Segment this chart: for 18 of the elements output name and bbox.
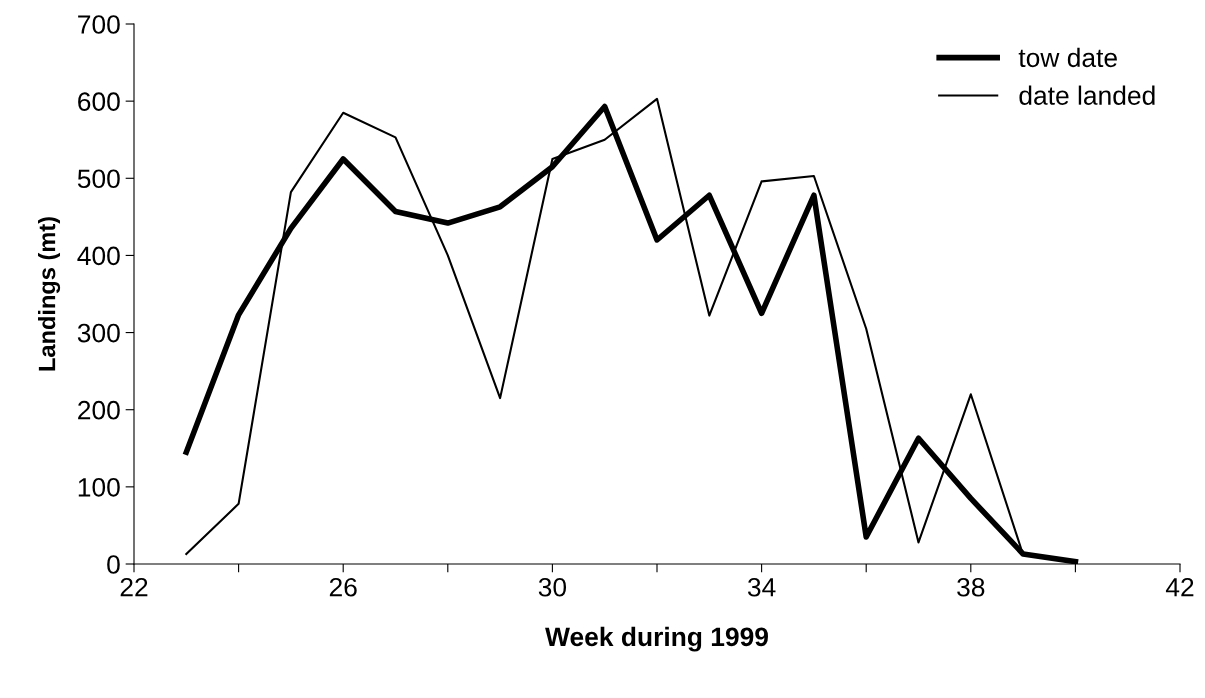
y-tick-label: 500: [77, 169, 120, 189]
x-tick-label: 38: [957, 577, 985, 597]
y-axis-title: Landings (mt): [38, 217, 61, 371]
x-tick-label: 42: [1165, 577, 1194, 597]
x-tick-label: 30: [538, 577, 567, 597]
legend-label: tow date: [1018, 47, 1117, 68]
x-axis-title: Week during 1999: [545, 626, 768, 652]
y-tick-label: 400: [77, 246, 120, 266]
x-tick-label: 26: [329, 577, 357, 597]
y-tick-label: 200: [78, 400, 120, 420]
y-tick-label: 100: [78, 477, 120, 497]
y-tick-label: 0: [107, 555, 120, 574]
y-tick-label: 700: [78, 15, 120, 34]
x-tick-label: 22: [120, 577, 148, 597]
legend-label: date landed: [1019, 85, 1155, 105]
x-tick-label: 34: [747, 577, 776, 597]
y-tick-label: 600: [78, 92, 120, 111]
y-tick-label: 300: [77, 323, 120, 343]
